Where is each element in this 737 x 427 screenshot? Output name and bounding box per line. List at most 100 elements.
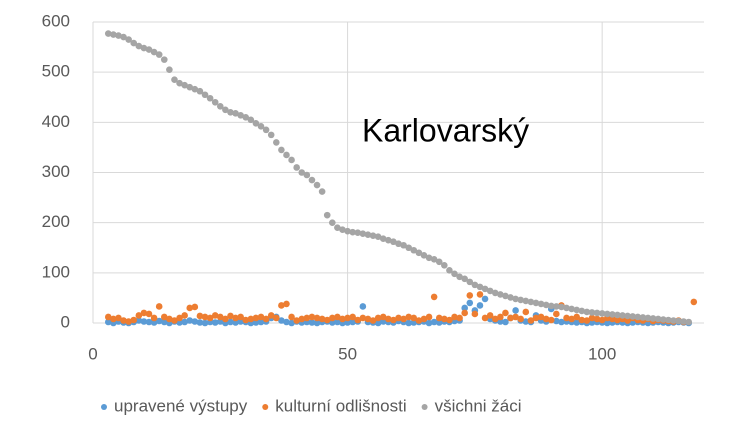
point bbox=[308, 319, 316, 326]
legend-label: všichni žáci bbox=[435, 396, 522, 415]
point bbox=[313, 314, 321, 322]
point bbox=[491, 289, 499, 297]
point bbox=[481, 285, 489, 293]
point bbox=[349, 228, 356, 236]
point bbox=[115, 32, 122, 39]
point bbox=[247, 315, 255, 323]
point bbox=[364, 315, 372, 323]
point bbox=[140, 318, 148, 325]
point bbox=[553, 310, 560, 318]
point bbox=[527, 317, 535, 324]
point bbox=[247, 116, 255, 124]
point bbox=[532, 299, 540, 307]
point bbox=[522, 308, 530, 316]
point bbox=[262, 126, 270, 134]
point bbox=[451, 313, 458, 321]
x-tick-label: 50 bbox=[338, 344, 357, 363]
point bbox=[298, 169, 306, 176]
point bbox=[385, 315, 392, 323]
legend-marker bbox=[262, 404, 269, 410]
point bbox=[329, 219, 336, 226]
point bbox=[670, 317, 677, 324]
point bbox=[181, 318, 188, 326]
point bbox=[497, 313, 504, 321]
point bbox=[257, 318, 265, 326]
point bbox=[639, 314, 647, 321]
point bbox=[405, 313, 412, 321]
point bbox=[206, 314, 214, 322]
point bbox=[512, 295, 519, 303]
point bbox=[379, 313, 387, 321]
point bbox=[359, 314, 367, 322]
point bbox=[216, 318, 224, 325]
y-tick-label: 200 bbox=[42, 212, 70, 231]
point bbox=[196, 319, 204, 326]
point bbox=[547, 316, 555, 324]
point bbox=[430, 293, 438, 301]
point bbox=[466, 278, 474, 286]
point bbox=[104, 318, 112, 326]
point bbox=[344, 227, 351, 235]
point bbox=[512, 307, 519, 314]
point bbox=[542, 301, 550, 309]
point bbox=[675, 317, 682, 325]
point bbox=[232, 319, 239, 326]
point bbox=[420, 315, 428, 323]
point bbox=[334, 313, 341, 321]
point bbox=[507, 294, 514, 301]
point bbox=[237, 112, 244, 119]
point bbox=[303, 314, 311, 322]
point bbox=[573, 319, 581, 326]
point bbox=[145, 46, 153, 53]
point bbox=[318, 188, 326, 195]
point bbox=[410, 319, 418, 326]
point bbox=[257, 313, 265, 321]
point bbox=[257, 123, 265, 130]
point bbox=[425, 313, 433, 321]
point bbox=[476, 302, 484, 309]
point bbox=[191, 318, 199, 325]
point bbox=[456, 273, 463, 281]
point bbox=[385, 236, 392, 244]
point bbox=[583, 317, 591, 324]
point bbox=[216, 313, 224, 321]
point bbox=[186, 317, 194, 324]
point bbox=[471, 310, 479, 318]
point bbox=[191, 303, 199, 311]
point bbox=[166, 66, 173, 73]
point bbox=[502, 309, 509, 317]
point bbox=[466, 292, 474, 299]
point bbox=[578, 307, 586, 315]
point bbox=[456, 314, 463, 322]
point bbox=[547, 302, 555, 310]
point bbox=[598, 316, 606, 324]
x-tick-label: 0 bbox=[88, 344, 97, 363]
point bbox=[298, 315, 306, 323]
point bbox=[486, 287, 494, 295]
point bbox=[558, 318, 565, 326]
point bbox=[171, 76, 178, 83]
point bbox=[486, 312, 494, 319]
annotation: Karlovarský bbox=[362, 112, 529, 148]
point bbox=[293, 164, 300, 171]
point bbox=[160, 313, 168, 321]
point bbox=[598, 310, 606, 317]
point bbox=[155, 51, 163, 58]
point bbox=[405, 244, 412, 252]
y-tick-label: 300 bbox=[42, 162, 70, 181]
point bbox=[624, 317, 631, 324]
point bbox=[211, 312, 219, 319]
point bbox=[395, 240, 402, 248]
point bbox=[624, 312, 631, 320]
point bbox=[588, 309, 596, 316]
point bbox=[568, 315, 575, 323]
point bbox=[364, 231, 372, 239]
point bbox=[497, 291, 504, 298]
point bbox=[288, 319, 295, 327]
point bbox=[323, 211, 331, 219]
point bbox=[390, 316, 397, 324]
point bbox=[252, 314, 260, 322]
point bbox=[150, 319, 158, 326]
y-tick-label: 400 bbox=[42, 112, 70, 131]
